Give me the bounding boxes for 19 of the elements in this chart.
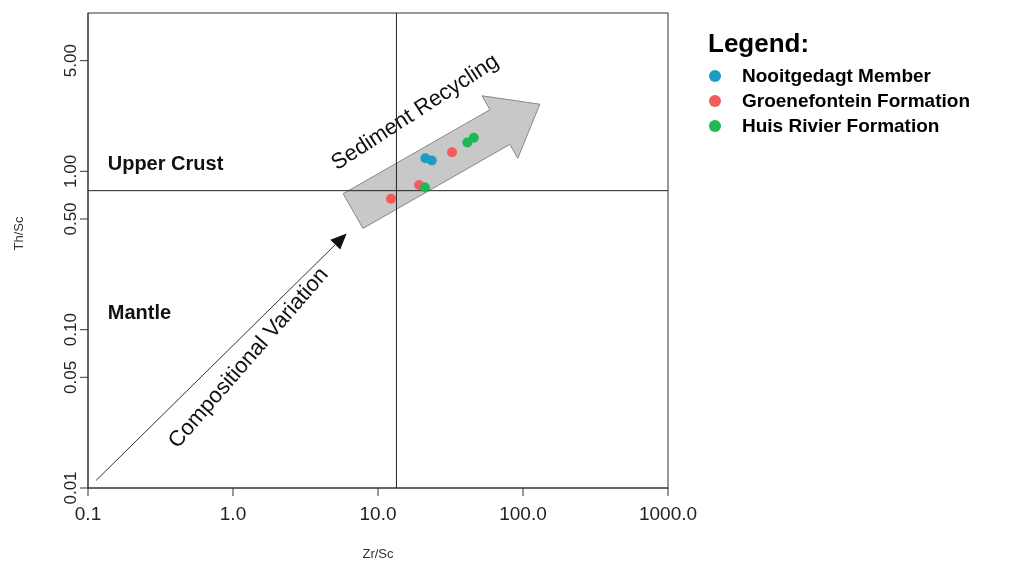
x-tick-label: 1.0: [219, 503, 247, 524]
legend-label: Groenefontein Formation: [742, 89, 970, 112]
annotation: Mantle: [107, 301, 172, 324]
legend-title: Legend:: [708, 28, 811, 59]
x-tick-label: 1000.0: [638, 503, 698, 524]
x-axis-title: Zr/Sc: [362, 546, 395, 561]
y-tick-label: 0.05: [61, 360, 80, 394]
y-tick-label: 0.50: [61, 202, 80, 236]
x-tick-label: 100.0: [499, 503, 547, 524]
y-tick-label: 0.10: [61, 313, 80, 347]
legend-label: Huis Rivier Formation: [742, 114, 940, 137]
legend-label: Nooitgedagt Member: [742, 64, 931, 87]
y-tick-label: 5.00: [61, 44, 80, 78]
x-tick-label: 10.0: [359, 503, 397, 524]
y-axis-title: Th/Sc: [10, 216, 26, 251]
annotation: Upper Crust: [107, 151, 224, 174]
x-tick-label: 0.1: [74, 503, 102, 524]
y-tick-label: 1.00: [61, 154, 80, 188]
y-tick-label: 0.01: [61, 471, 80, 505]
